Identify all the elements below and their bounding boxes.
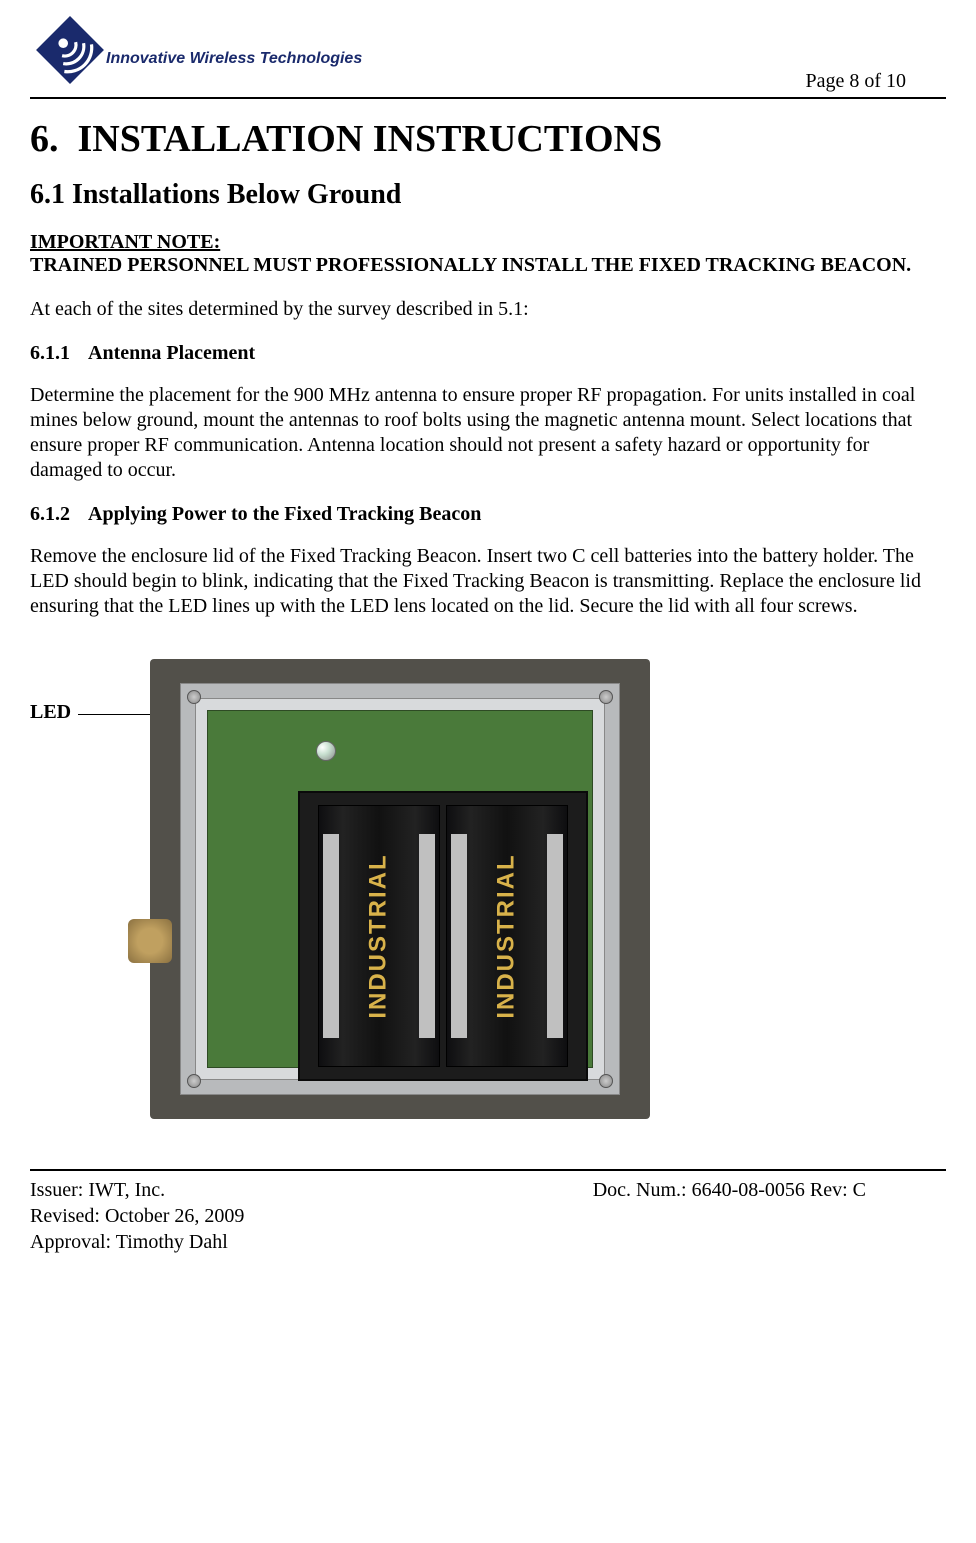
section-number: 6. [30,118,59,160]
footer-docnum: Doc. Num.: 6640-08-0056 Rev: C [593,1177,866,1203]
screw-icon [599,690,613,704]
pcb: INDUSTRIAL INDUSTRIAL [207,710,593,1068]
subsection-title: Installations Below Ground [72,179,401,210]
led-callout-label: LED [30,701,71,724]
battery: INDUSTRIAL [446,805,568,1067]
footer-rule [30,1169,946,1171]
led-icon [316,741,336,761]
screw-icon [187,690,201,704]
subsub-612-title: Applying Power to the Fixed Tracking Bea… [88,503,481,525]
battery-label: INDUSTRIAL [493,853,521,1018]
header-rule [30,97,946,99]
subsection-heading: 6.1 Installations Below Ground [30,179,946,211]
battery: INDUSTRIAL [318,805,440,1067]
page-number: Page 8 of 10 [805,70,906,93]
enclosure: INDUSTRIAL INDUSTRIAL [180,683,620,1095]
subsub-611-body: Determine the placement for the 900 MHz … [30,383,946,483]
note-body: TRAINED PERSONNEL MUST PROFESSIONALLY IN… [30,254,946,277]
logo-icon [30,10,110,90]
rf-connector-icon [128,919,172,963]
screw-icon [599,1074,613,1088]
logo-text: Innovative Wireless Technologies [106,50,362,68]
device-photo: INDUSTRIAL INDUSTRIAL [150,659,650,1119]
section-heading: 6. INSTALLATION INSTRUCTIONS [30,117,946,161]
battery-strip-icon [451,834,467,1038]
subsection-number: 6.1 [30,179,65,210]
section-title: INSTALLATION INSTRUCTIONS [78,118,663,160]
important-note: IMPORTANT NOTE: TRAINED PERSONNEL MUST P… [30,231,946,277]
battery-strip-icon [419,834,435,1038]
footer-issuer: Issuer: IWT, Inc. [30,1177,165,1203]
battery-strip-icon [547,834,563,1038]
battery-holder: INDUSTRIAL INDUSTRIAL [298,791,588,1081]
battery-strip-icon [323,834,339,1038]
footer-revised: Revised: October 26, 2009 [30,1203,946,1229]
footer-row: Issuer: IWT, Inc. Doc. Num.: 6640-08-005… [30,1177,946,1203]
intro-paragraph: At each of the sites determined by the s… [30,297,946,322]
page-header: Innovative Wireless Technologies Page 8 … [30,10,946,93]
screw-icon [187,1074,201,1088]
subsub-611-number: 6.1.1 [30,342,70,365]
logo-block: Innovative Wireless Technologies [30,10,362,90]
subsub-611-title: Antenna Placement [88,342,255,364]
subsub-612-body: Remove the enclosure lid of the Fixed Tr… [30,544,946,619]
figure-area: LED INDUSTRIAL INDUSTRIAL [30,659,946,1139]
footer-approval: Approval: Timothy Dahl [30,1229,946,1255]
subsub-612-number: 6.1.2 [30,503,70,526]
battery-label: INDUSTRIAL [365,853,393,1018]
page-footer: Issuer: IWT, Inc. Doc. Num.: 6640-08-005… [30,1177,946,1255]
subsub-612-heading: 6.1.2 Applying Power to the Fixed Trackin… [30,503,946,526]
subsub-611-heading: 6.1.1 Antenna Placement [30,342,946,365]
note-label: IMPORTANT NOTE: [30,231,946,254]
